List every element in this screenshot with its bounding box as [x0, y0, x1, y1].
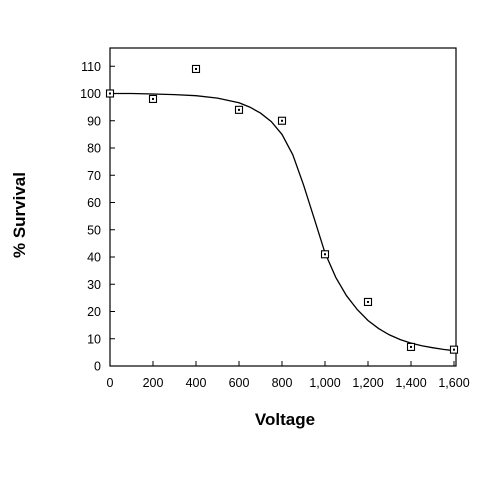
x-tick-label: 0	[107, 376, 114, 390]
y-axis-title: % Survival	[10, 172, 29, 258]
y-tick-label: 70	[87, 169, 101, 183]
y-tick-label: 110	[81, 60, 101, 74]
data-points	[105, 64, 459, 354]
data-point-center	[109, 92, 111, 95]
y-tick-label: 60	[87, 196, 101, 210]
x-tick-label: 800	[272, 376, 293, 390]
y-tick-label: 80	[87, 142, 101, 156]
data-point-center	[238, 108, 240, 111]
data-point-center	[152, 97, 154, 100]
y-tick-label: 40	[87, 251, 101, 265]
data-point-center	[195, 67, 197, 70]
x-tick-label: 1,600	[438, 376, 469, 390]
y-axis: 0 10 20 30 40 50 60 70 80 90 100 110	[80, 60, 115, 374]
plot-frame	[109, 47, 457, 367]
y-tick-label: 0	[94, 360, 101, 374]
x-axis-title: Voltage	[255, 410, 315, 429]
x-tick-label: 1,000	[309, 376, 340, 390]
data-point-center	[453, 348, 455, 351]
x-tick-label: 600	[229, 376, 250, 390]
y-tick-label: 10	[87, 332, 101, 346]
y-tick-label: 90	[87, 114, 101, 128]
x-tick-label: 400	[186, 376, 207, 390]
y-tick-label: 50	[87, 223, 101, 237]
x-tick-label: 200	[143, 376, 164, 390]
data-point-center	[281, 119, 283, 122]
x-tick-label: 1,200	[352, 376, 383, 390]
y-tick-label: 20	[87, 305, 101, 319]
fit-curve	[110, 92, 455, 352]
data-point-center	[410, 345, 412, 348]
data-point-center	[324, 253, 326, 256]
x-tick-label: 1,400	[395, 376, 426, 390]
data-point-center	[367, 300, 369, 303]
y-tick-label: 100	[80, 87, 101, 101]
x-axis: 0 200 400 600 800 1,000 1,200 1,400 1,600	[107, 361, 470, 390]
y-tick-label: 30	[87, 278, 101, 292]
